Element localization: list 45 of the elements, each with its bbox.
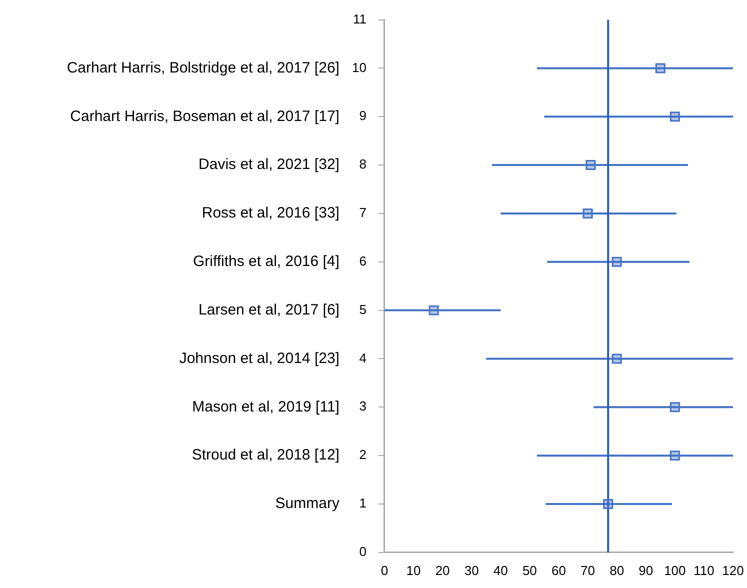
text: Stroud et al, 2018 [12]: [192, 446, 340, 464]
point: [670, 402, 680, 412]
point: [612, 256, 622, 267]
text: Johnson et al, 2014 [23]: [179, 350, 340, 367]
point: [586, 160, 596, 170]
point: [655, 63, 666, 74]
x-tick-label: 20: [435, 562, 450, 578]
y-tick-label: 0: [359, 544, 366, 559]
x-tick-label: 100: [664, 562, 686, 578]
x-tick-label: 30: [464, 562, 479, 578]
y-tick-label: 6: [359, 253, 366, 268]
x-tick-label: 40: [493, 562, 508, 578]
y-tick-label: 8: [359, 156, 366, 172]
text: Larsen et al, 2017 [6]: [198, 301, 340, 318]
text: Mason et al, 2019 [11]: [192, 398, 340, 416]
y-tick-label: 2: [359, 447, 366, 462]
y-tick-label: 7: [359, 205, 366, 220]
text: Davis et al, 2021 [32]: [198, 156, 340, 174]
point: [670, 112, 680, 122]
text: Carhart Harris, Boseman et al, 2017 [17]: [70, 108, 340, 125]
x-tick-label: 110: [694, 562, 714, 578]
point: [612, 354, 622, 364]
y-tick-label: 11: [352, 11, 366, 26]
x-tick-label: 60: [551, 562, 566, 578]
x-tick-label: 80: [610, 562, 624, 578]
y-tick-label: 5: [359, 302, 366, 317]
text: Summary: [275, 495, 340, 512]
x-tick-label: 120: [722, 562, 744, 578]
text: Griffiths et al, 2016 [4]: [192, 253, 340, 270]
point: [428, 305, 439, 316]
x-tick-label: 70: [580, 562, 596, 578]
x-tick-label: 90: [638, 562, 654, 578]
y-tick-label: 10: [352, 60, 366, 75]
y-tick-label: 3: [359, 398, 366, 414]
x-tick-label: 50: [522, 562, 537, 578]
y-tick-label: 9: [359, 108, 366, 124]
point: [603, 498, 614, 509]
x-tick-label: 0: [380, 562, 388, 578]
x-tick-label: 10: [406, 562, 421, 578]
point: [670, 450, 680, 461]
text: Ross et al, 2016 [33]: [202, 204, 340, 222]
text: Carhart Harris, Bolstridge et al, 2017 [26]: [66, 59, 340, 76]
y-tick-label: 4: [359, 350, 366, 366]
y-tick-label: 1: [359, 496, 366, 511]
point: [582, 208, 593, 218]
